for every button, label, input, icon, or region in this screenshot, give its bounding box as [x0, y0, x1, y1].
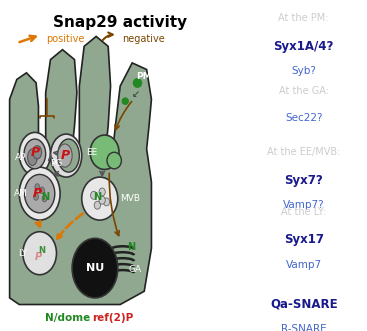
Ellipse shape: [99, 196, 105, 204]
Text: AP: AP: [15, 153, 26, 162]
Text: P: P: [33, 187, 42, 200]
Text: N: N: [93, 192, 101, 202]
Ellipse shape: [103, 198, 110, 206]
Text: ref(2)P: ref(2)P: [92, 313, 134, 323]
Text: PM: PM: [137, 71, 152, 81]
Text: Syx17: Syx17: [284, 233, 324, 246]
Text: P: P: [30, 146, 39, 159]
Text: N/dome: N/dome: [45, 313, 90, 323]
Text: Qa-SNARE: Qa-SNARE: [270, 298, 338, 311]
Text: At the LY:: At the LY:: [281, 207, 326, 217]
Text: ●: ●: [121, 96, 129, 106]
Ellipse shape: [72, 238, 118, 298]
Text: positive: positive: [46, 34, 84, 44]
Text: negative: negative: [123, 34, 166, 44]
Ellipse shape: [24, 139, 46, 169]
Ellipse shape: [107, 152, 121, 169]
Text: LY: LY: [18, 249, 28, 258]
Text: Syb?: Syb?: [291, 66, 316, 76]
Text: PG: PG: [50, 159, 63, 168]
Ellipse shape: [25, 174, 55, 213]
Text: ↙: ↙: [132, 89, 140, 99]
Text: AM: AM: [14, 189, 28, 198]
Text: Syx7?: Syx7?: [284, 174, 323, 187]
Ellipse shape: [40, 187, 44, 194]
Ellipse shape: [99, 188, 105, 196]
Text: MVB: MVB: [120, 194, 140, 203]
Text: P: P: [35, 252, 42, 261]
Text: EE: EE: [86, 148, 97, 158]
Ellipse shape: [23, 232, 57, 275]
Ellipse shape: [19, 167, 60, 220]
Text: N: N: [127, 242, 135, 252]
Polygon shape: [10, 36, 152, 305]
Text: GA: GA: [128, 265, 141, 274]
Ellipse shape: [28, 149, 37, 166]
Ellipse shape: [35, 184, 40, 190]
Text: Snap29 activity: Snap29 activity: [53, 15, 187, 30]
Text: N: N: [39, 246, 46, 255]
Ellipse shape: [42, 195, 47, 202]
Ellipse shape: [91, 191, 97, 199]
Ellipse shape: [51, 134, 82, 177]
Ellipse shape: [19, 132, 51, 175]
Ellipse shape: [34, 194, 39, 200]
Text: At the PM:: At the PM:: [279, 13, 329, 23]
Text: At the EE/MVB:: At the EE/MVB:: [267, 147, 340, 157]
Text: Sec22?: Sec22?: [285, 113, 323, 122]
Ellipse shape: [94, 201, 101, 209]
Ellipse shape: [90, 135, 119, 169]
Text: NU: NU: [86, 263, 104, 273]
Text: N: N: [41, 192, 50, 202]
Ellipse shape: [58, 144, 72, 167]
Text: At the GA:: At the GA:: [279, 86, 329, 96]
Ellipse shape: [82, 177, 118, 220]
Ellipse shape: [33, 146, 41, 159]
Text: Syx1A/4?: Syx1A/4?: [273, 40, 334, 53]
Text: Vamp7?: Vamp7?: [283, 200, 324, 210]
Text: R-SNARE: R-SNARE: [281, 324, 327, 331]
Text: Vamp7: Vamp7: [286, 260, 322, 270]
Text: ●: ●: [132, 74, 142, 88]
Text: P: P: [60, 149, 69, 162]
Ellipse shape: [58, 139, 79, 172]
